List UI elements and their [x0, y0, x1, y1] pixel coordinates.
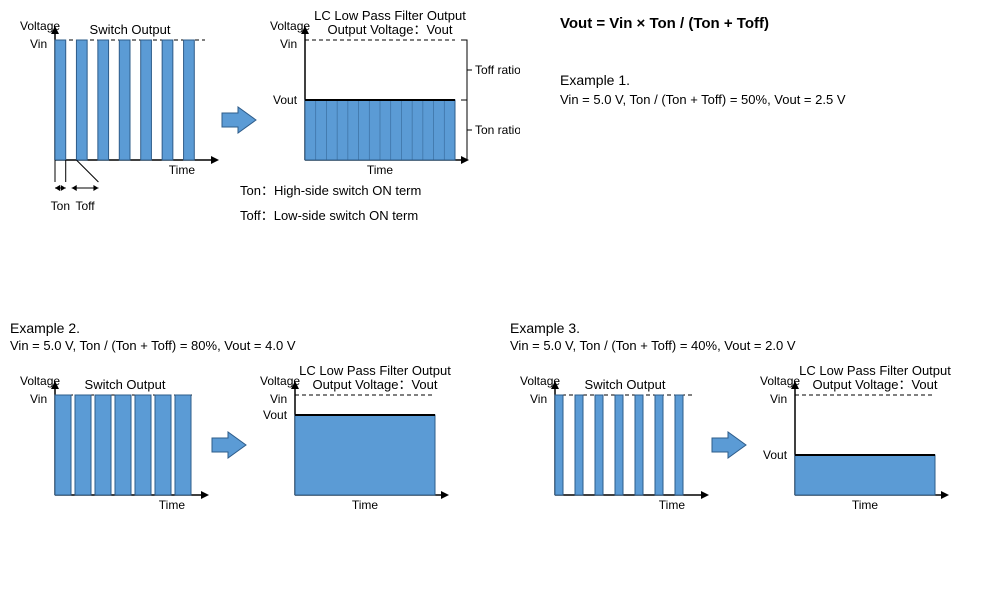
svg-text:Vin: Vin — [280, 37, 297, 51]
svg-text:Voltage: Voltage — [270, 19, 310, 33]
svg-text:Vout: Vout — [763, 448, 788, 462]
svg-text:LC Low Pass Filter Output: LC Low Pass Filter Output — [314, 8, 466, 23]
main-filter-chart: Voltage LC Low Pass Filter OutputOutput V… — [260, 5, 520, 205]
svg-text:Output Voltage：Vout: Output Voltage：Vout — [312, 377, 437, 392]
ex3-heading: Example 3. — [510, 320, 990, 336]
svg-text:Voltage: Voltage — [20, 374, 60, 388]
ex3-switch-chart: Voltage Switch Output Vin Time — [510, 360, 710, 520]
svg-text:Switch Output: Switch Output — [585, 377, 666, 392]
svg-text:Vin: Vin — [30, 37, 47, 51]
ex1-text: Vin = 5.0 V, Ton / (Ton + Toff) = 50%, V… — [560, 92, 980, 107]
svg-text:Output Voltage：Vout: Output Voltage：Vout — [812, 377, 937, 392]
svg-text:LC Low Pass Filter Output: LC Low Pass Filter Output — [299, 363, 451, 378]
svg-text:Output Voltage：Vout: Output Voltage：Vout — [327, 22, 452, 37]
svg-text:Time: Time — [367, 163, 394, 177]
main-switch-chart: Voltage Switch Output Vin Time Ton Toff — [10, 5, 220, 245]
ex2-switch-chart: Voltage Switch Output Vin Time — [10, 360, 210, 520]
svg-text:Switch Output: Switch Output — [90, 22, 171, 37]
ex1-heading: Example 1. — [560, 72, 980, 88]
ex2-heading: Example 2. — [10, 320, 490, 336]
svg-text:Time: Time — [169, 163, 196, 177]
svg-text:Time: Time — [352, 498, 379, 512]
equation-text: Vout = Vin × Ton / (Ton + Toff) — [560, 15, 980, 32]
svg-text:Vin: Vin — [30, 392, 47, 406]
svg-text:Voltage: Voltage — [520, 374, 560, 388]
svg-text:Vout: Vout — [263, 408, 288, 422]
svg-text:Time: Time — [852, 498, 879, 512]
ex2-filter-chart: VoltageLC Low Pass Filter OutputOutput V… — [250, 360, 480, 520]
ton-def: Ton：High-side switch ON term — [240, 180, 421, 199]
svg-text:Voltage: Voltage — [20, 19, 60, 33]
ex3-filter-chart: VoltageLC Low Pass Filter OutputOutput V… — [750, 360, 980, 520]
svg-text:Vin: Vin — [770, 392, 787, 406]
svg-text:Vout: Vout — [273, 93, 298, 107]
svg-text:Ton: Ton — [51, 199, 70, 213]
arrow-ex3 — [710, 430, 750, 460]
svg-text:Switch Output: Switch Output — [85, 377, 166, 392]
top-section: Voltage Switch Output Vin Time Ton Toff Volta… — [10, 5, 990, 265]
svg-text:Ton ratio: Ton ratio — [475, 123, 520, 137]
ex3-text: Vin = 5.0 V, Ton / (Ton + Toff) = 40%, V… — [510, 338, 990, 353]
equation-block: Vout = Vin × Ton / (Ton + Toff) Example … — [560, 15, 980, 107]
ton-toff-definitions: Ton：High-side switch ON term Toff：Low-si… — [240, 180, 421, 224]
svg-text:Vin: Vin — [270, 392, 287, 406]
arrow-ex2 — [210, 430, 250, 460]
arrow-main — [220, 105, 260, 135]
svg-text:LC Low Pass Filter Output: LC Low Pass Filter Output — [799, 363, 951, 378]
svg-text:Vin: Vin — [530, 392, 547, 406]
example-2: Example 2. Vin = 5.0 V, Ton / (Ton + Tof… — [10, 320, 490, 590]
svg-text:Toff: Toff — [76, 199, 96, 213]
svg-text:Time: Time — [659, 498, 686, 512]
svg-text:Voltage: Voltage — [260, 374, 300, 388]
svg-text:Voltage: Voltage — [760, 374, 800, 388]
svg-text:Toff ratio: Toff ratio — [475, 63, 520, 77]
toff-def: Toff：Low-side switch ON term — [240, 205, 421, 224]
bottom-section: Example 2. Vin = 5.0 V, Ton / (Ton + Tof… — [10, 320, 990, 590]
example-3: Example 3. Vin = 5.0 V, Ton / (Ton + Tof… — [510, 320, 990, 590]
ex2-text: Vin = 5.0 V, Ton / (Ton + Toff) = 80%, V… — [10, 338, 490, 353]
svg-text:Time: Time — [159, 498, 186, 512]
